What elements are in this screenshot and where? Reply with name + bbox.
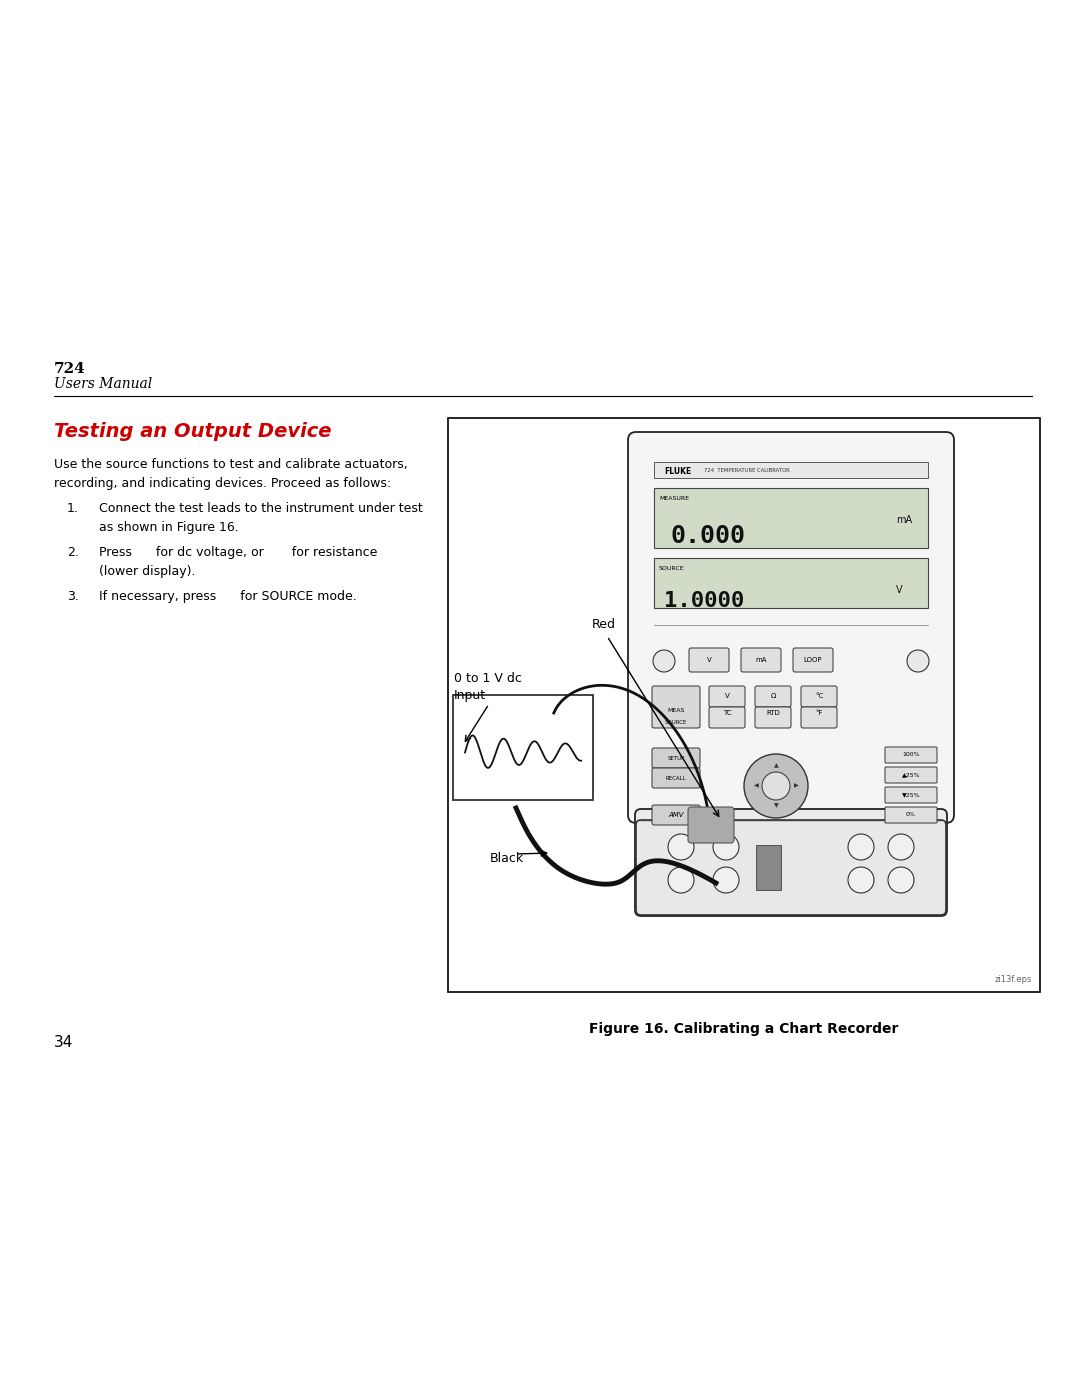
FancyBboxPatch shape [688, 807, 734, 842]
Text: Red: Red [592, 617, 616, 631]
Circle shape [907, 650, 929, 672]
Circle shape [848, 868, 874, 893]
FancyBboxPatch shape [793, 648, 833, 672]
Circle shape [669, 834, 694, 861]
Bar [654, 462, 928, 478]
Text: AMV: AMV [669, 812, 684, 819]
FancyBboxPatch shape [741, 648, 781, 672]
Text: ▶: ▶ [794, 784, 798, 788]
Circle shape [762, 773, 789, 800]
Text: zi13f.eps: zi13f.eps [995, 975, 1032, 983]
Text: MEAS: MEAS [667, 707, 685, 712]
Text: 1.0000: 1.0000 [664, 591, 744, 610]
Text: V: V [896, 585, 903, 595]
FancyBboxPatch shape [708, 686, 745, 707]
FancyBboxPatch shape [689, 648, 729, 672]
Text: V: V [725, 693, 729, 700]
FancyBboxPatch shape [885, 747, 937, 763]
Text: TC: TC [723, 710, 731, 717]
FancyBboxPatch shape [755, 707, 791, 728]
Circle shape [888, 834, 914, 861]
Text: Use the source functions to test and calibrate actuators,
recording, and indicat: Use the source functions to test and cal… [54, 458, 408, 489]
Text: 0 to 1 V dc
Input: 0 to 1 V dc Input [454, 672, 522, 703]
FancyBboxPatch shape [636, 820, 946, 915]
Text: 0%: 0% [906, 813, 916, 817]
Text: RECALL: RECALL [665, 775, 686, 781]
Text: 0.000: 0.000 [671, 524, 746, 548]
Bar [654, 488, 928, 548]
Bar [448, 418, 1040, 992]
Text: Users Manual: Users Manual [54, 377, 152, 391]
Circle shape [713, 834, 739, 861]
Text: 3.: 3. [67, 590, 79, 604]
Bar [756, 845, 781, 890]
Text: SETUP: SETUP [667, 756, 685, 760]
Text: 2.: 2. [67, 546, 79, 559]
Text: FLUKE: FLUKE [664, 467, 691, 475]
Text: SOURCE: SOURCE [659, 566, 685, 570]
Text: Press      for dc voltage, or       for resistance
(lower display).: Press for dc voltage, or for resistance … [99, 546, 377, 577]
Text: MEASURE: MEASURE [659, 496, 689, 500]
Text: LOOP: LOOP [804, 657, 822, 664]
Text: 724: 724 [54, 362, 85, 376]
FancyBboxPatch shape [885, 787, 937, 803]
Text: Testing an Output Device: Testing an Output Device [54, 422, 332, 441]
Text: Black: Black [490, 852, 524, 865]
FancyBboxPatch shape [652, 686, 700, 728]
FancyBboxPatch shape [627, 432, 954, 823]
Circle shape [888, 868, 914, 893]
Text: V: V [706, 657, 712, 664]
FancyBboxPatch shape [755, 686, 791, 707]
Text: 1.: 1. [67, 502, 79, 515]
Text: 724  TEMPERATURE CALIBRATOR: 724 TEMPERATURE CALIBRATOR [704, 468, 789, 474]
FancyBboxPatch shape [635, 809, 947, 916]
Text: ▲: ▲ [773, 764, 779, 768]
Circle shape [653, 650, 675, 672]
Bar [453, 694, 593, 800]
Text: °F: °F [815, 710, 823, 717]
Text: ◀: ◀ [754, 784, 758, 788]
Text: ▲25%: ▲25% [902, 773, 920, 778]
Text: If necessary, press      for SOURCE mode.: If necessary, press for SOURCE mode. [99, 590, 356, 604]
Circle shape [713, 868, 739, 893]
Circle shape [744, 754, 808, 819]
Text: Ω: Ω [770, 693, 775, 700]
Text: 100%: 100% [902, 753, 920, 757]
Text: Connect the test leads to the instrument under test
as shown in Figure 16.: Connect the test leads to the instrument… [99, 502, 422, 534]
Text: ▼: ▼ [773, 803, 779, 809]
Text: mA: mA [896, 515, 913, 525]
Circle shape [848, 834, 874, 861]
Text: °C: °C [815, 693, 823, 700]
Circle shape [669, 868, 694, 893]
Text: RTD: RTD [766, 710, 780, 717]
Text: Figure 16. Calibrating a Chart Recorder: Figure 16. Calibrating a Chart Recorder [590, 1023, 899, 1037]
FancyBboxPatch shape [708, 707, 745, 728]
Text: 34: 34 [54, 1035, 73, 1051]
FancyBboxPatch shape [885, 807, 937, 823]
Text: ▼25%: ▼25% [902, 792, 920, 798]
FancyBboxPatch shape [885, 767, 937, 782]
FancyBboxPatch shape [801, 686, 837, 707]
Text: mA: mA [755, 657, 767, 664]
FancyBboxPatch shape [652, 805, 700, 826]
Text: SOURCE: SOURCE [665, 719, 687, 725]
FancyBboxPatch shape [801, 707, 837, 728]
FancyBboxPatch shape [652, 768, 700, 788]
FancyBboxPatch shape [652, 747, 700, 768]
Bar [654, 557, 928, 608]
